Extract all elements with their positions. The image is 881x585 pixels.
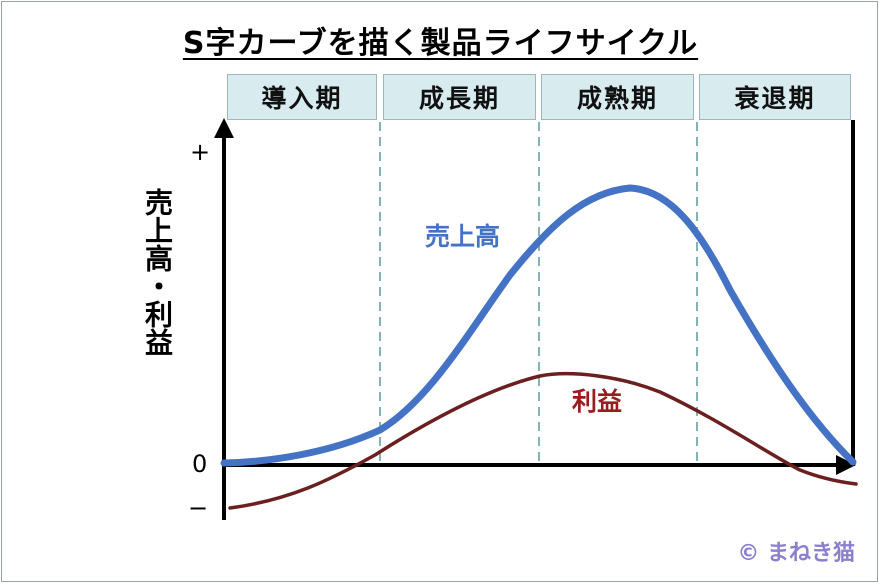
tick-zero: 0 xyxy=(192,450,208,478)
sales-label: 売上高 xyxy=(425,222,501,251)
copyright-text: © まねき猫 xyxy=(737,541,855,566)
phase-growth: 成長期 xyxy=(383,74,536,120)
phase-maturity: 成熟期 xyxy=(541,74,694,120)
y-axis-label: 売上高・利益 xyxy=(141,188,174,356)
y-axis-arrowhead xyxy=(214,118,234,138)
profit-curve xyxy=(228,371,858,510)
phase-decline: 衰退期 xyxy=(699,74,851,120)
x-axis-arrowhead xyxy=(836,455,856,475)
diagram-title: S字カーブを描く製品ライフサイクル xyxy=(182,26,699,61)
tick-plus: + xyxy=(190,138,211,166)
tick-minus: − xyxy=(188,494,209,522)
profit-label: 利益 xyxy=(572,387,623,416)
sales-curve xyxy=(220,184,857,467)
phase-introduction: 導入期 xyxy=(227,74,377,120)
